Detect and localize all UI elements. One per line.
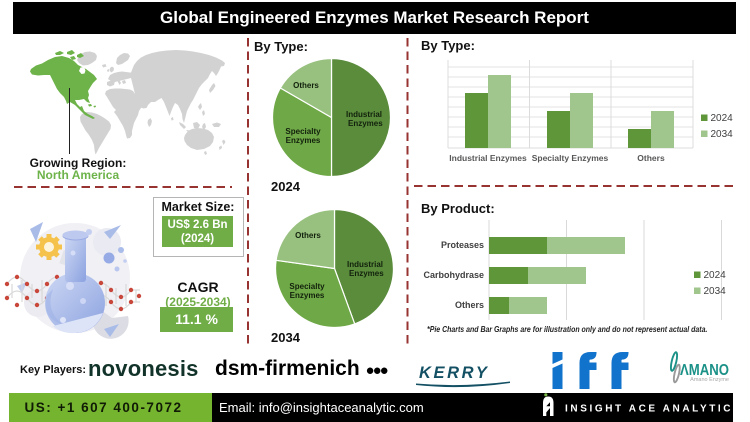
svg-text:Others: Others: [295, 231, 321, 240]
svg-text:2034: 2034: [711, 129, 734, 140]
svg-text:Industrial: Industrial: [347, 260, 383, 269]
svg-text:2024: 2024: [711, 113, 734, 124]
svg-text:Enzymes: Enzymes: [290, 291, 325, 300]
svg-text:KERRY: KERRY: [419, 364, 489, 382]
svg-text:Industrial Enzymes: Industrial Enzymes: [449, 153, 527, 163]
svg-text:Industrial: Industrial: [346, 110, 382, 119]
svg-text:Amano Enzyme: Amano Enzyme: [690, 377, 729, 383]
svg-text:2024: 2024: [704, 270, 727, 281]
svg-text:Enzymes: Enzymes: [348, 119, 383, 128]
svg-text:Specialty Enzymes: Specialty Enzymes: [532, 153, 609, 163]
svg-text:Others: Others: [455, 300, 484, 310]
svg-text:INSIGHT ACE ANALYTIC: INSIGHT ACE ANALYTIC: [565, 404, 733, 415]
svg-text:2034: 2034: [704, 286, 727, 297]
svg-text:Enzymes: Enzymes: [286, 136, 321, 145]
svg-text:Others: Others: [293, 81, 319, 90]
svg-text:ΛMANO: ΛMANO: [680, 362, 729, 379]
svg-text:Proteases: Proteases: [441, 240, 484, 250]
svg-text:Specialty: Specialty: [285, 127, 321, 136]
svg-text:Specialty: Specialty: [289, 282, 325, 291]
svg-text:Enzymes: Enzymes: [349, 269, 384, 278]
svg-text:Carbohydrase: Carbohydrase: [423, 270, 484, 280]
svg-text:Others: Others: [637, 153, 665, 163]
